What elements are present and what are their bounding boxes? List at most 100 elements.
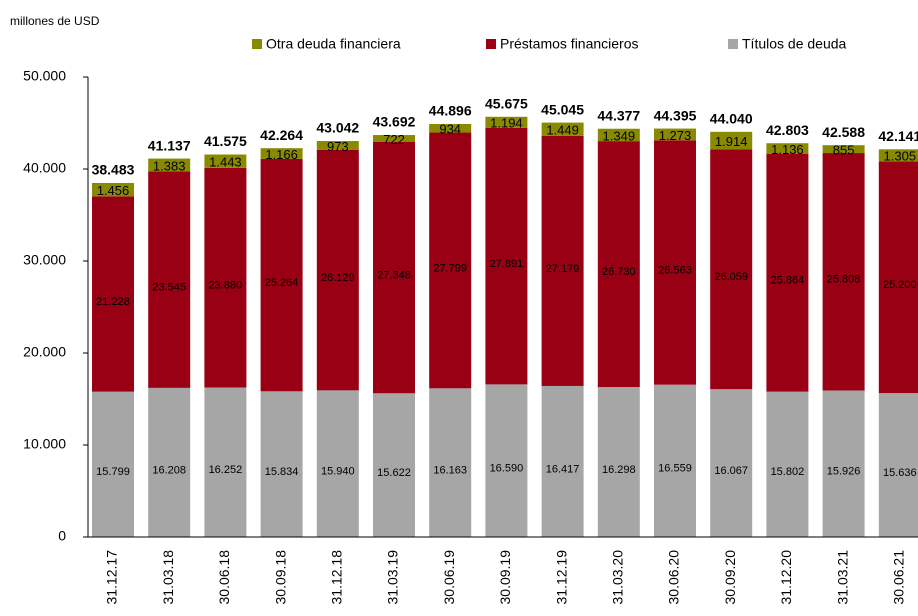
bar-segment (260, 158, 303, 392)
y-axis-label: millones de USD (10, 14, 100, 28)
total-label: 38.483 (92, 162, 135, 178)
data-label: 1.914 (715, 134, 748, 149)
bar-segment (316, 141, 359, 150)
bar-segment (597, 128, 640, 142)
data-label: 15.940 (321, 466, 355, 478)
total-label: 42.803 (766, 122, 809, 138)
bar-segment (485, 116, 528, 128)
bar-segment (822, 145, 865, 154)
bar-segment (654, 128, 696, 141)
x-tick-label: 31.03.20 (610, 550, 626, 605)
data-label: 15.636 (883, 467, 917, 479)
total-label: 42.264 (260, 127, 303, 143)
total-label: 43.042 (316, 120, 359, 136)
data-label: 16.208 (152, 464, 186, 476)
data-label: 25.200 (883, 279, 917, 291)
data-label: 15.802 (771, 466, 805, 478)
data-label: 1.443 (209, 155, 242, 170)
data-label: 16.298 (602, 464, 636, 476)
y-tick-label: 40.000 (23, 160, 66, 176)
data-label: 855 (833, 143, 855, 158)
bar-segment (316, 149, 359, 391)
data-label: 1.305 (884, 149, 917, 164)
data-label: 15.926 (827, 466, 861, 478)
bar-segment (654, 384, 696, 537)
bar-segment (148, 158, 191, 172)
data-label: 25.864 (771, 275, 805, 287)
x-tick-label: 31.03.18 (160, 550, 176, 605)
bar-segment (373, 141, 415, 394)
total-label: 44.395 (654, 107, 697, 123)
total-label: 45.045 (541, 101, 584, 117)
data-label: 21.228 (96, 296, 130, 308)
legend-label: Otra deuda financiera (266, 36, 401, 52)
total-label: 42.141 (878, 128, 918, 144)
data-label: 26.059 (714, 271, 748, 283)
total-label: 43.692 (373, 114, 416, 130)
data-label: 934 (439, 122, 461, 137)
bar-segment (878, 149, 918, 162)
bar-segment (373, 393, 415, 537)
bar-segment (92, 196, 134, 392)
data-label: 27.179 (546, 263, 580, 275)
bar-segment (485, 384, 528, 537)
x-tick-label: 31.03.19 (385, 550, 401, 605)
data-label: 1.136 (771, 142, 804, 157)
bar-segment (260, 148, 303, 159)
bar-segment (878, 161, 918, 394)
x-tick-label: 30.09.20 (722, 550, 738, 605)
data-label: 27.799 (433, 262, 467, 274)
bar-segment (597, 387, 640, 537)
y-tick-label: 10.000 (23, 436, 66, 452)
bar-segment (654, 140, 696, 385)
total-label: 41.137 (148, 137, 191, 153)
data-label: 1.383 (153, 158, 186, 173)
data-label: 16.590 (490, 463, 524, 475)
data-label: 23.880 (209, 280, 243, 292)
data-label: 25.808 (827, 274, 861, 286)
bar-segment (541, 135, 584, 386)
data-label: 1.166 (265, 147, 298, 162)
bar-segment (710, 389, 753, 537)
total-label: 41.575 (204, 133, 247, 149)
y-tick-label: 0 (58, 528, 66, 544)
data-label: 26.129 (321, 272, 355, 284)
data-label: 16.417 (546, 463, 580, 475)
x-tick-label: 30.06.20 (666, 550, 682, 605)
x-tick-label: 31.12.19 (553, 550, 569, 605)
legend-swatch (728, 39, 738, 49)
x-tick-label: 30.06.18 (216, 550, 232, 605)
bar-segment (822, 390, 865, 537)
data-label: 15.799 (96, 466, 130, 478)
legend-swatch (252, 39, 262, 49)
data-label: 26.730 (602, 266, 636, 278)
data-label: 15.622 (377, 467, 411, 479)
data-label: 16.252 (209, 464, 243, 476)
bar-segment (485, 127, 528, 385)
total-label: 45.675 (485, 95, 528, 111)
data-label: 26.563 (658, 264, 692, 276)
data-label: 16.559 (658, 463, 692, 475)
y-tick-label: 20.000 (23, 344, 66, 360)
data-label: 27.348 (377, 269, 411, 281)
data-label: 15.834 (265, 466, 299, 478)
bar-segment (373, 135, 415, 142)
bar-segment (148, 171, 191, 388)
bar-segment (710, 149, 753, 390)
data-label: 16.163 (433, 465, 467, 477)
total-label: 44.896 (429, 103, 472, 119)
bar-segment (597, 141, 640, 388)
data-label: 23.545 (152, 281, 186, 293)
data-label: 1.449 (546, 123, 579, 138)
data-label: 1.456 (97, 183, 130, 198)
bar-segment (92, 182, 134, 197)
x-tick-label: 31.12.17 (104, 550, 120, 605)
x-tick-label: 30.06.21 (891, 550, 907, 605)
bar-segment (766, 143, 809, 154)
bar-segment (710, 131, 753, 150)
bar-segment (541, 385, 584, 537)
bar-segment (541, 122, 584, 136)
x-tick-label: 31.12.18 (329, 550, 345, 605)
bar-segment (92, 391, 134, 537)
